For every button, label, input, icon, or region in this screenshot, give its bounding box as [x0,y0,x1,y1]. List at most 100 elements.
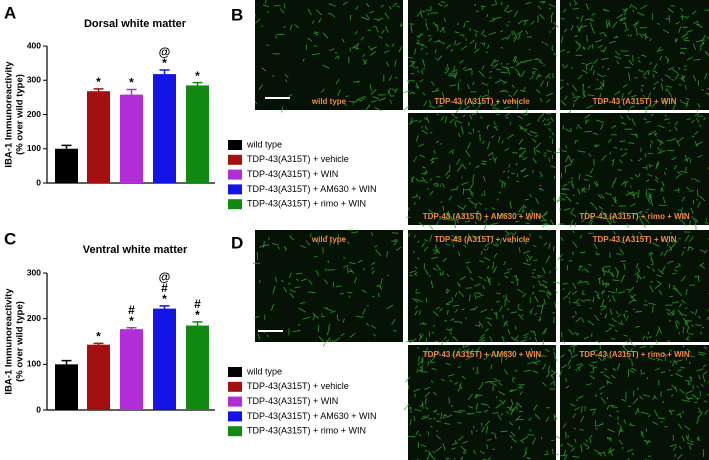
cell-texture [405,229,561,346]
micrograph-background [408,113,556,225]
y-tick-label: 300 [27,267,41,277]
error-bar [93,342,104,345]
image-caption: TDP-43 (A315T) + vehicle [434,97,530,106]
error-bar [126,327,137,330]
micrograph: TDP-43 (A315T) + rimo + WIN [558,344,709,460]
legend-label: TDP-43(A315T) + vehicle [247,154,349,164]
micrograph-background [408,0,556,110]
significance-mark: # [194,297,201,311]
significance-mark: * [96,75,101,89]
legend-label: TDP-43(A315T) + WIN [247,169,338,179]
error-bar [61,359,72,365]
legend-swatch [228,154,242,165]
micrograph: wild type [254,0,403,113]
y-tick-label: 400 [27,40,41,50]
chart-title: Ventral white matter [83,244,188,256]
error-bar [192,321,203,326]
bar [87,344,110,410]
image-caption: TDP-43 (A315T) + vehicle [434,235,530,244]
error-bar [93,88,104,92]
micrograph-background [560,113,709,225]
micrograph-background [560,230,709,342]
image-caption: wild type [311,97,347,106]
micrograph: TDP-43 (A315T) + vehicle [405,229,561,346]
error-bar [126,88,137,95]
legend-swatch [228,426,242,437]
y-axis-label: (% over wild type) [15,74,26,155]
micrograph: TDP-43 (A315T) + AM630 + WIN [406,112,561,230]
panel-label: C [4,229,16,248]
error-bar [159,69,170,75]
micrograph: wild type [252,229,403,347]
y-tick-label: 100 [27,359,41,369]
legend-swatch [228,367,242,377]
significance-mark: * [195,308,200,322]
bar [87,91,110,183]
legend-label: TDP-43(A315T) + rimo + WIN [247,199,366,209]
significance-mark: * [96,329,101,343]
legend-swatch [228,140,242,150]
y-tick-label: 100 [27,143,41,153]
error-bar [192,81,203,86]
micrograph: TDP-43 (A315T) + WIN [559,0,709,116]
panel-label: A [4,3,16,22]
significance-mark: @ [159,270,171,284]
error-bar [159,305,170,309]
cell-texture [403,0,559,115]
y-axis-label: IBA-1 Immunoreactivity [4,288,15,395]
image-caption: TDP-43 (A315T) + rimo + WIN [579,212,689,221]
bar [153,74,176,183]
cell-texture [558,344,709,460]
panel-label: B [231,5,243,24]
legend-label: wild type [246,366,282,376]
bar [186,325,209,410]
micrograph: TDP-43 (A315T) + AM630 + WIN [403,344,561,460]
cell-texture [406,112,561,230]
legend-label: wild type [246,139,282,149]
y-tick-label: 200 [27,109,41,119]
legend-label: TDP-43(A315T) + vehicle [247,381,349,391]
legend-swatch [228,199,242,210]
bar [55,148,78,183]
bar [120,329,143,410]
significance-mark: * [195,69,200,83]
cell-texture [556,112,709,230]
cell-texture [254,0,403,113]
bar [153,308,176,410]
legend-label: TDP-43(A315T) + AM630 + WIN [247,411,377,421]
significance-mark: # [128,303,135,317]
image-caption: TDP-43 (A315T) + rimo + WIN [579,350,689,359]
cell-texture [559,0,709,116]
significance-mark: * [162,292,167,306]
error-bar [61,144,72,149]
y-axis-label: IBA-1 Immunoreactivity [4,61,15,168]
micrograph-background [255,0,403,110]
micrograph: TDP-43 (A315T) + rimo + WIN [556,112,709,230]
legend-label: TDP-43(A315T) + WIN [247,396,338,406]
y-tick-label: 200 [27,313,41,323]
y-axis-label: (% over wild type) [15,301,26,382]
y-tick-label: 300 [27,75,41,85]
legend-label: TDP-43(A315T) + AM630 + WIN [247,184,377,194]
significance-mark: * [129,314,134,328]
significance-mark: * [129,76,134,90]
significance-mark: # [161,281,168,295]
image-caption: TDP-43 (A315T) + AM630 + WIN [423,212,542,221]
legend-swatch [228,411,242,422]
bar [55,364,78,410]
legend-swatch [228,184,242,195]
legend-swatch [228,396,242,407]
y-tick-label: 0 [36,404,41,414]
legend-swatch [228,381,242,392]
cell-texture [557,230,709,345]
bar [120,94,143,183]
bar [186,85,209,183]
micrograph-background [408,345,556,460]
legend-swatch [228,169,242,180]
significance-mark: * [162,56,167,70]
image-caption: TDP-43 (A315T) + AM630 + WIN [423,350,542,359]
chart-title: Dorsal white matter [84,18,187,30]
micrograph: TDP-43 (A315T) + WIN [557,230,709,345]
image-caption: TDP-43 (A315T) + WIN [593,97,677,106]
